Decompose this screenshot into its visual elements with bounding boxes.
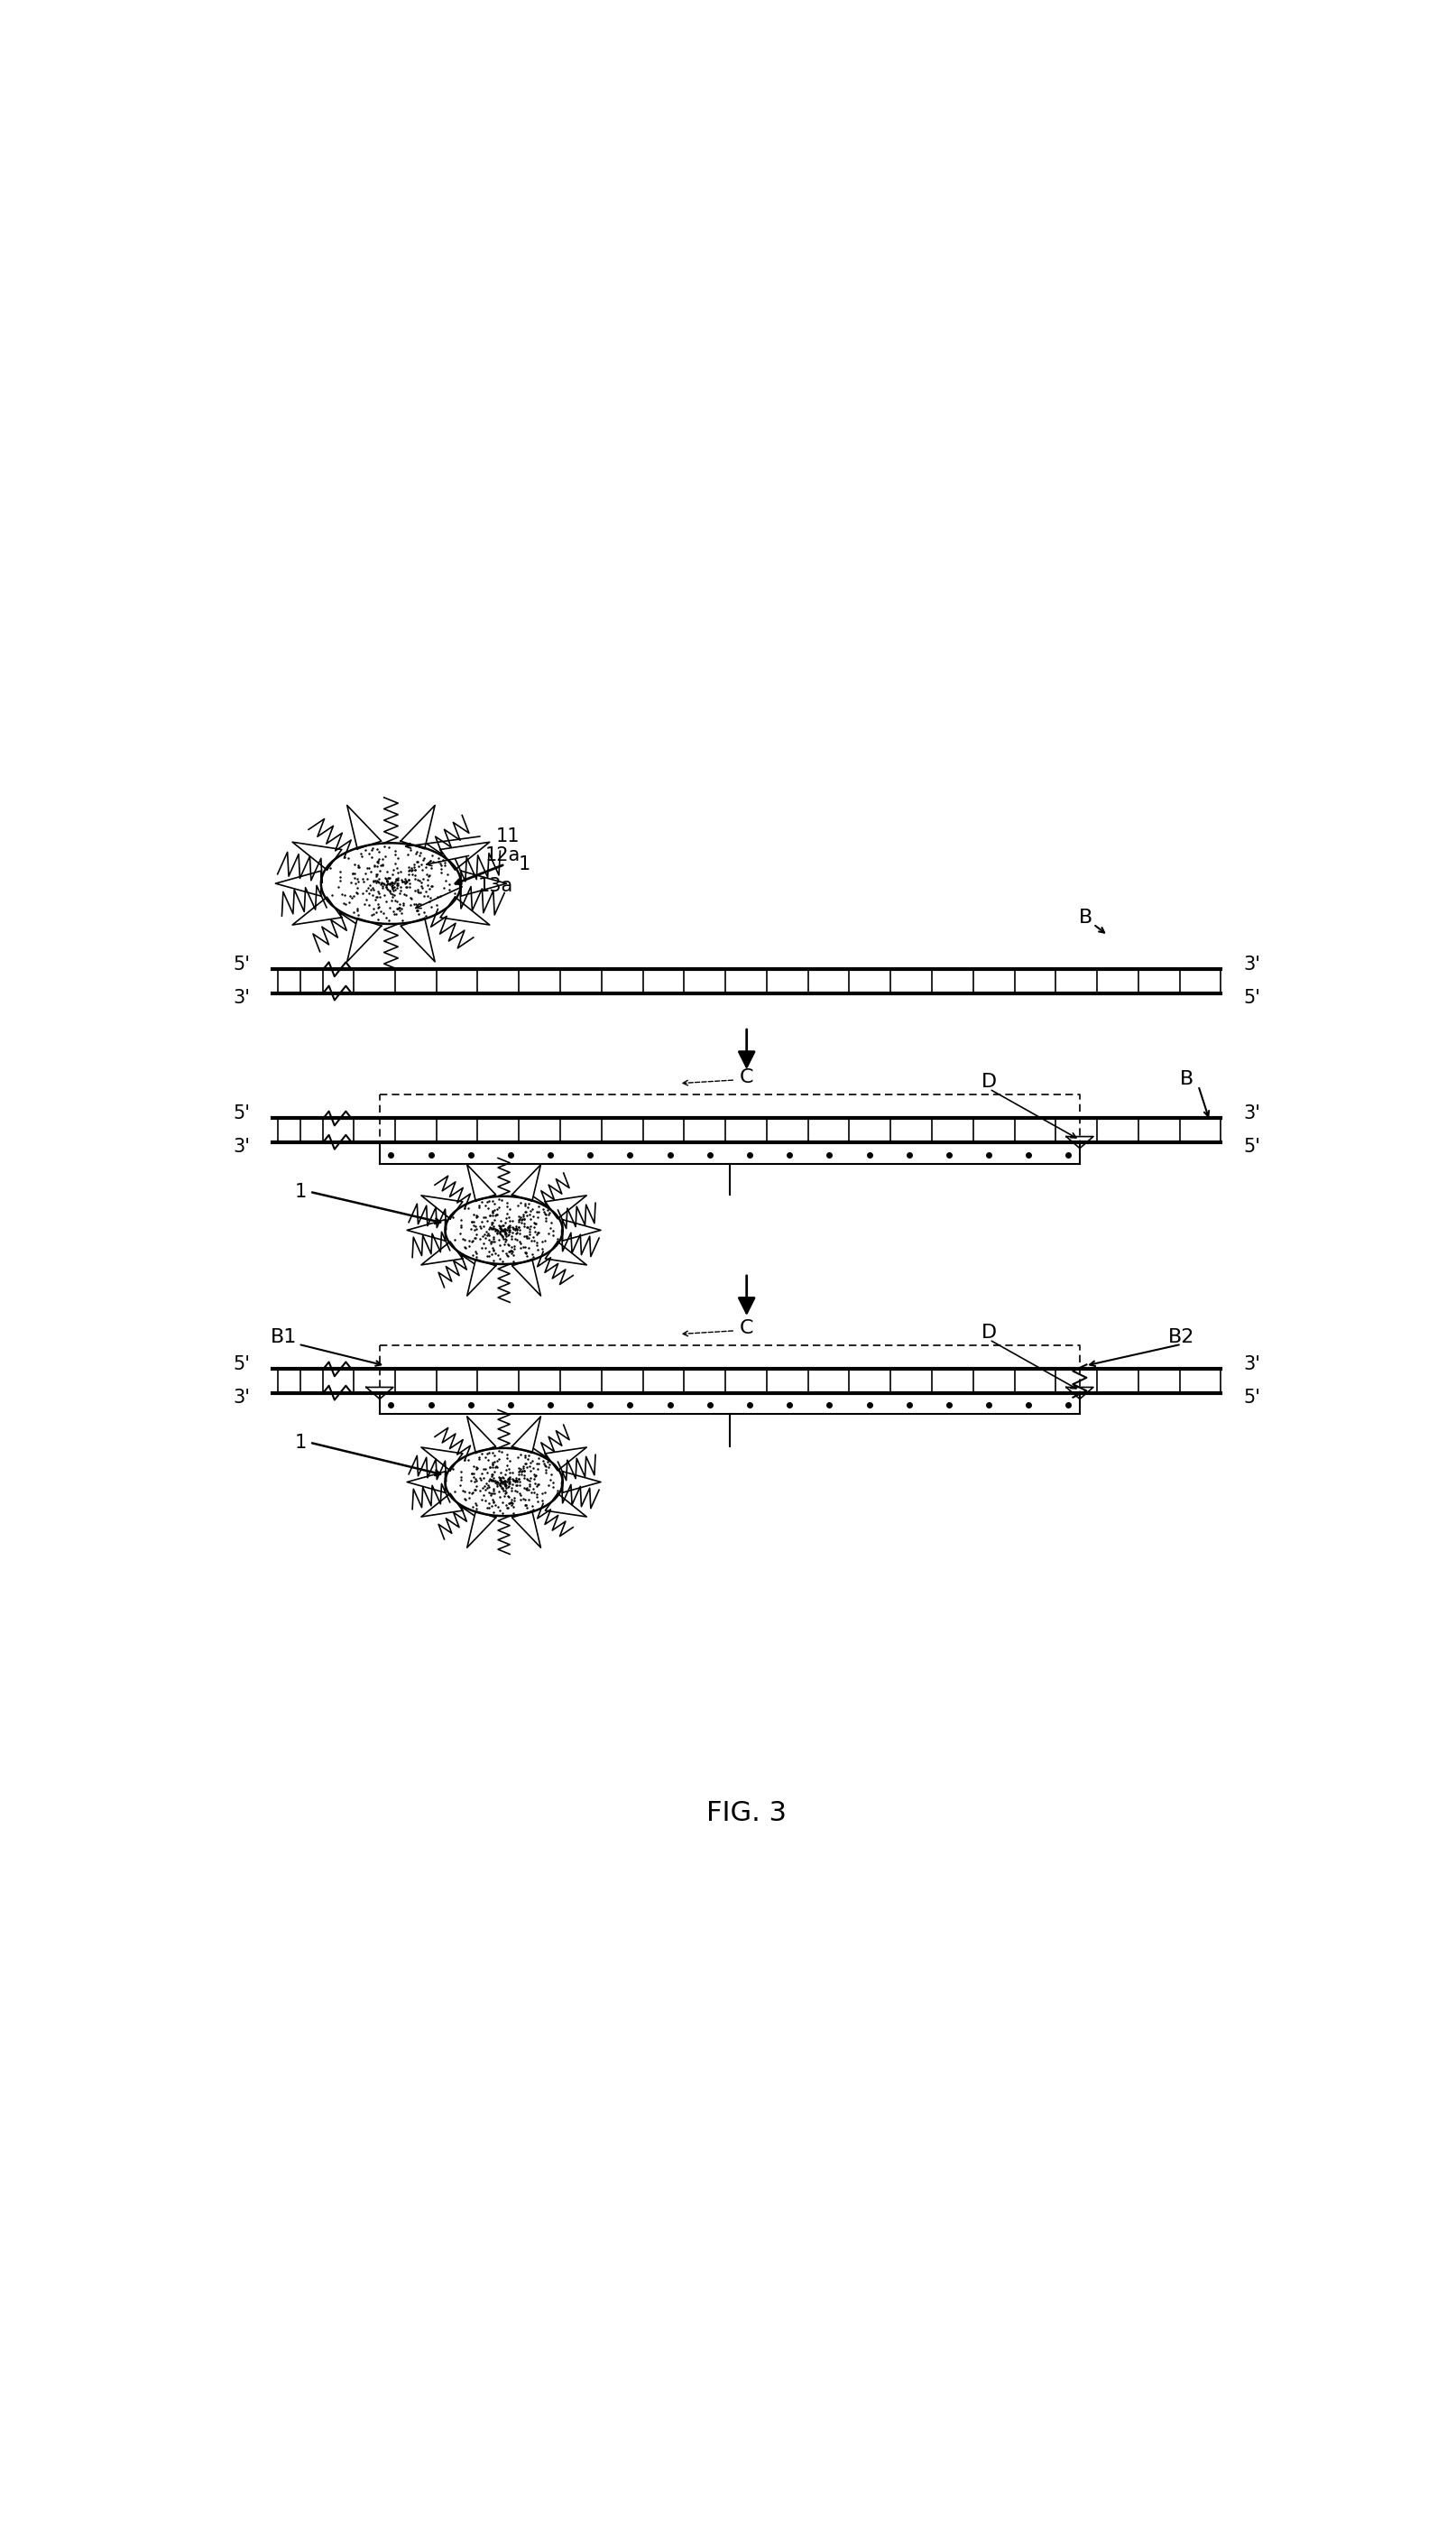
Text: 5': 5' [1243, 1389, 1259, 1407]
Text: D: D [981, 1324, 996, 1341]
Text: 3': 3' [233, 988, 250, 1006]
Text: 3': 3' [233, 1389, 250, 1407]
Text: 1: 1 [294, 1434, 306, 1452]
Text: 13a: 13a [478, 877, 513, 895]
Text: 11: 11 [495, 827, 520, 845]
Text: 3': 3' [1243, 1104, 1259, 1122]
Text: C: C [740, 1318, 753, 1339]
Text: D: D [981, 1074, 996, 1092]
Text: 3': 3' [1243, 1356, 1259, 1374]
Text: 5': 5' [1243, 1137, 1259, 1155]
Text: 5': 5' [233, 1104, 250, 1122]
Text: 5': 5' [233, 955, 250, 973]
Text: C: C [740, 1069, 753, 1087]
Text: 5': 5' [1243, 988, 1259, 1006]
Text: 12a: 12a [485, 847, 520, 865]
Text: 3': 3' [1243, 955, 1259, 973]
Text: B: B [1179, 1069, 1192, 1089]
Text: 1: 1 [518, 855, 530, 872]
Text: B1: B1 [271, 1329, 297, 1346]
Text: 5': 5' [233, 1356, 250, 1374]
Text: FIG. 3: FIG. 3 [706, 1800, 786, 1825]
Text: B: B [1077, 908, 1092, 925]
Text: B2: B2 [1168, 1329, 1194, 1346]
Text: 1: 1 [294, 1182, 306, 1200]
Text: 3': 3' [233, 1137, 250, 1155]
